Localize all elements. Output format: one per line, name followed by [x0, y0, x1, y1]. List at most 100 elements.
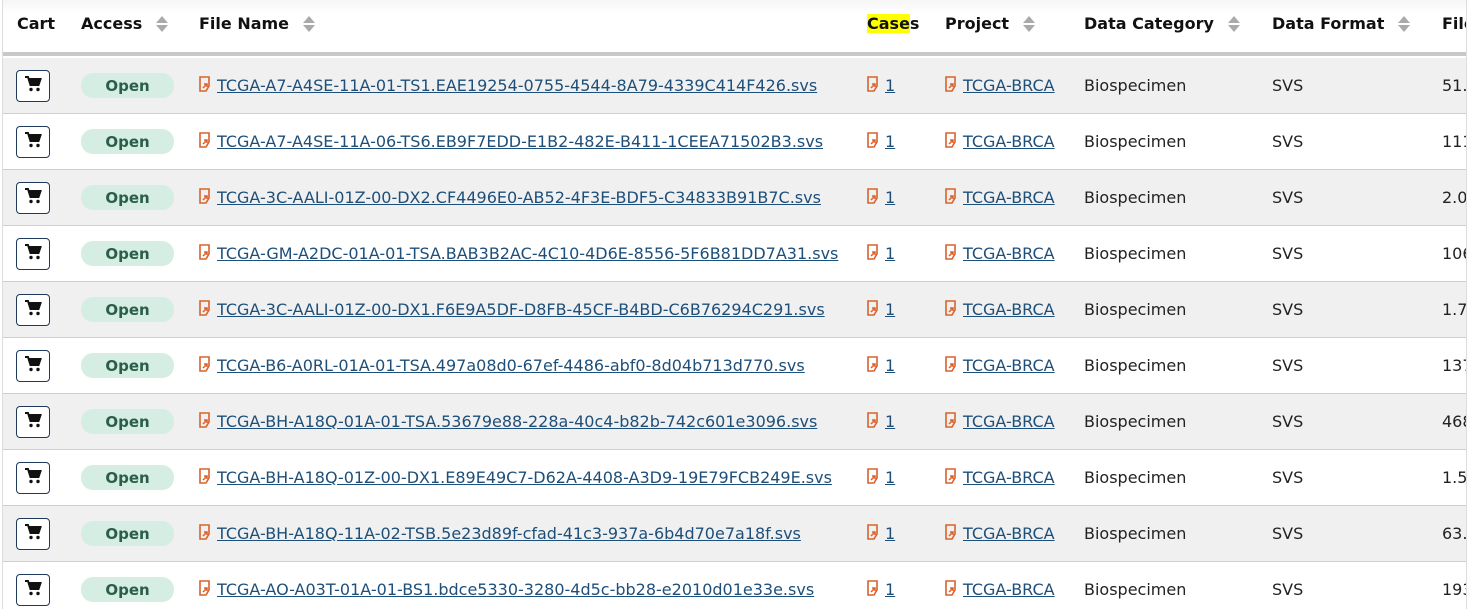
- file-name-link[interactable]: TCGA-GM-A2DC-01A-01-TSA.BAB3B2AC-4C10-4D…: [217, 244, 839, 263]
- cases-link[interactable]: 1: [885, 412, 896, 431]
- search-highlight: Case: [867, 14, 910, 33]
- project-link[interactable]: TCGA-BRCA: [963, 580, 1055, 599]
- project-link[interactable]: TCGA-BRCA: [963, 244, 1055, 263]
- external-link-icon: [199, 299, 211, 320]
- column-header-data-format[interactable]: Data Format: [1272, 14, 1411, 33]
- external-link-icon: [199, 411, 211, 432]
- file-name-link[interactable]: TCGA-3C-AALI-01Z-00-DX2.CF4496E0-AB52-4F…: [217, 188, 821, 207]
- data-format: SVS: [1272, 412, 1304, 431]
- project-link[interactable]: TCGA-BRCA: [963, 188, 1055, 207]
- file-size: 468: [1442, 412, 1466, 431]
- project-link[interactable]: TCGA-BRCA: [963, 468, 1055, 487]
- sort-icon[interactable]: [1398, 15, 1411, 32]
- table-row: Open TCGA-A7-A4SE-11A-01-TS1.EAE19254-07…: [3, 58, 1467, 114]
- table-row: Open TCGA-3C-AALI-01Z-00-DX1.F6E9A5DF-D8…: [3, 282, 1466, 338]
- column-header-file-name[interactable]: File Name: [199, 14, 316, 33]
- project-link[interactable]: TCGA-BRCA: [963, 524, 1055, 543]
- add-to-cart-button[interactable]: [16, 517, 50, 550]
- file-name-link[interactable]: TCGA-BH-A18Q-11A-02-TSB.5e23d89f-cfad-41…: [217, 524, 801, 543]
- column-header-file-size[interactable]: File: [1442, 14, 1466, 33]
- add-to-cart-button[interactable]: [16, 181, 50, 214]
- data-category: Biospecimen: [1084, 244, 1187, 263]
- add-to-cart-button[interactable]: [16, 405, 50, 438]
- add-to-cart-button[interactable]: [16, 573, 50, 606]
- cases-link[interactable]: 1: [885, 76, 896, 95]
- cases-link[interactable]: 1: [885, 244, 896, 263]
- external-link-icon: [945, 579, 957, 600]
- external-link-icon: [867, 579, 879, 600]
- external-link-icon: [199, 467, 211, 488]
- add-to-cart-button[interactable]: [16, 69, 50, 102]
- external-link-icon: [867, 467, 879, 488]
- project-link[interactable]: TCGA-BRCA: [963, 412, 1055, 431]
- sort-icon[interactable]: [156, 15, 169, 32]
- file-name-link[interactable]: TCGA-AO-A03T-01A-01-BS1.bdce5330-3280-4d…: [217, 580, 815, 599]
- external-link-icon: [945, 299, 957, 320]
- access-badge: Open: [81, 185, 174, 210]
- cases-link[interactable]: 1: [885, 356, 896, 375]
- cart-icon: [24, 299, 42, 320]
- cart-icon: [24, 355, 42, 376]
- table-header: Cart Access File Name Case s Project Data…: [3, 0, 1466, 56]
- access-badge: Open: [81, 577, 174, 602]
- data-category: Biospecimen: [1084, 300, 1187, 319]
- project-link[interactable]: TCGA-BRCA: [963, 132, 1055, 151]
- sort-icon[interactable]: [303, 15, 316, 32]
- column-header-cases: Case s: [867, 14, 919, 33]
- external-link-icon: [867, 355, 879, 376]
- sort-icon[interactable]: [1023, 15, 1036, 32]
- file-name-link[interactable]: TCGA-A7-A4SE-11A-06-TS6.EB9F7EDD-E1B2-48…: [217, 132, 824, 151]
- table-row: Open TCGA-BH-A18Q-01Z-00-DX1.E89E49C7-D6…: [3, 450, 1466, 506]
- data-category: Biospecimen: [1084, 188, 1187, 207]
- file-name-link[interactable]: TCGA-3C-AALI-01Z-00-DX1.F6E9A5DF-D8FB-45…: [217, 300, 825, 319]
- file-size: 63.: [1442, 524, 1467, 543]
- header-label: Data Format: [1272, 14, 1385, 33]
- sort-icon[interactable]: [1227, 15, 1240, 32]
- external-link-icon: [867, 299, 879, 320]
- data-format: SVS: [1272, 468, 1304, 487]
- table-row: Open TCGA-AO-A03T-01A-01-BS1.bdce5330-32…: [3, 562, 1466, 609]
- cases-link[interactable]: 1: [885, 468, 896, 487]
- file-name-link[interactable]: TCGA-B6-A0RL-01A-01-TSA.497a08d0-67ef-44…: [217, 356, 805, 375]
- cases-link[interactable]: 1: [885, 132, 896, 151]
- external-link-icon: [867, 243, 879, 264]
- project-link[interactable]: TCGA-BRCA: [963, 300, 1055, 319]
- access-badge: Open: [81, 129, 174, 154]
- project-link[interactable]: TCGA-BRCA: [963, 76, 1055, 95]
- header-label: File Name: [199, 14, 290, 33]
- add-to-cart-button[interactable]: [16, 293, 50, 326]
- external-link-icon: [199, 579, 211, 600]
- header-label: Data Category: [1084, 14, 1214, 33]
- file-name-link[interactable]: TCGA-A7-A4SE-11A-01-TS1.EAE19254-0755-45…: [217, 76, 818, 95]
- file-size: 106: [1442, 244, 1466, 263]
- add-to-cart-button[interactable]: [16, 461, 50, 494]
- cart-icon: [24, 523, 42, 544]
- project-link[interactable]: TCGA-BRCA: [963, 356, 1055, 375]
- file-size: 51.7: [1442, 76, 1467, 95]
- cart-icon: [24, 131, 42, 152]
- add-to-cart-button[interactable]: [16, 125, 50, 158]
- external-link-icon: [199, 75, 211, 96]
- add-to-cart-button[interactable]: [16, 237, 50, 270]
- column-header-data-category[interactable]: Data Category: [1084, 14, 1240, 33]
- cases-link[interactable]: 1: [885, 188, 896, 207]
- column-header-project[interactable]: Project: [945, 14, 1036, 33]
- access-badge: Open: [81, 521, 174, 546]
- data-category: Biospecimen: [1084, 580, 1187, 599]
- external-link-icon: [945, 355, 957, 376]
- cart-icon: [24, 243, 42, 264]
- table-row: Open TCGA-B6-A0RL-01A-01-TSA.497a08d0-67…: [3, 338, 1466, 394]
- cases-link[interactable]: 1: [885, 524, 896, 543]
- cases-link[interactable]: 1: [885, 300, 896, 319]
- add-to-cart-button[interactable]: [16, 349, 50, 382]
- file-name-link[interactable]: TCGA-BH-A18Q-01A-01-TSA.53679e88-228a-40…: [217, 412, 818, 431]
- data-format: SVS: [1272, 580, 1304, 599]
- table-row: Open TCGA-3C-AALI-01Z-00-DX2.CF4496E0-AB…: [3, 170, 1466, 226]
- cases-link[interactable]: 1: [885, 580, 896, 599]
- column-header-access[interactable]: Access: [81, 14, 169, 33]
- data-category: Biospecimen: [1084, 468, 1187, 487]
- external-link-icon: [199, 131, 211, 152]
- file-name-link[interactable]: TCGA-BH-A18Q-01Z-00-DX1.E89E49C7-D62A-44…: [217, 468, 832, 487]
- external-link-icon: [867, 187, 879, 208]
